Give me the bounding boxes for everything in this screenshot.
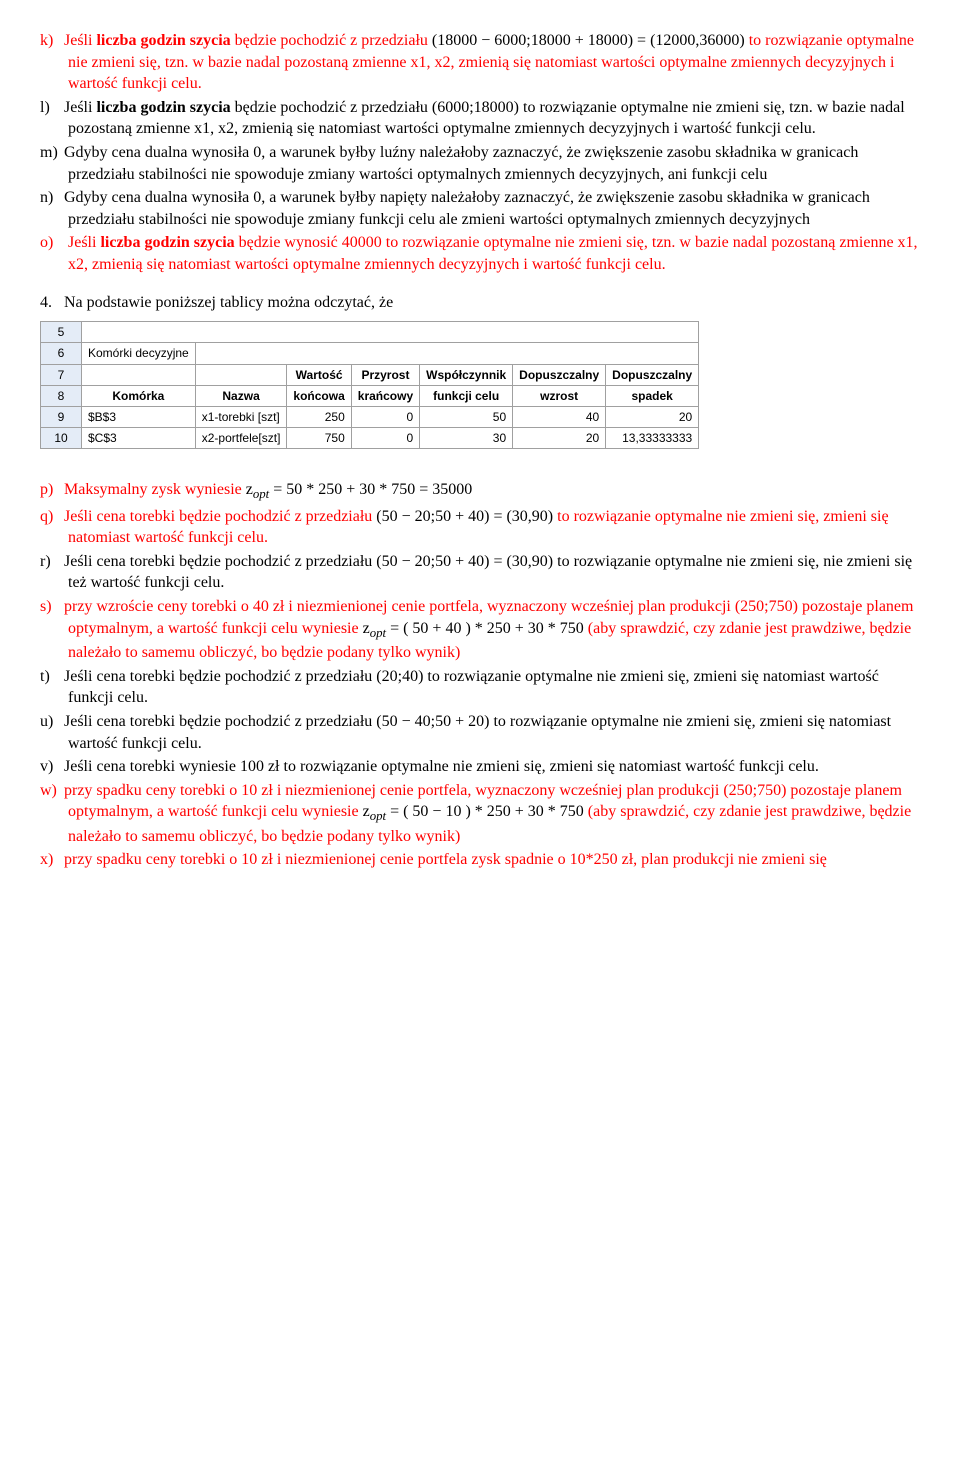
item-n: n)Gdyby cena dualna wynosiła 0, a warune… [40,187,920,230]
marker-4: 4. [40,292,64,314]
rownum-5: 5 [41,322,82,343]
text-r: Jeśli cena torebki będzie pochodzić z pr… [64,553,912,592]
sensitivity-table: 5 6 Komórki decyzyjne 7 Wartość Przyrost… [40,321,920,449]
text-t: Jeśli cena torebki będzie pochodzić z pr… [64,668,879,707]
top-list: k)Jeśli liczba godzin szycia będzie poch… [40,30,920,276]
col-spadek-top: Dopuszczalny [606,364,699,385]
item-s: s)przy wzroście ceny torebki o 40 zł i n… [40,596,920,664]
table-row: 9 $B$3 x1-torebki [szt] 250 0 50 40 20 [41,406,699,427]
item-v: v)Jeśli cena torebki wyniesie 100 zł to … [40,756,920,778]
marker-w: w) [40,780,64,802]
text-n: Gdyby cena dualna wynosiła 0, a warunek … [64,189,870,228]
rownum-10: 10 [41,428,82,449]
item-k: k)Jeśli liczba godzin szycia będzie poch… [40,30,920,95]
rownum-6: 6 [41,343,82,364]
col-wartosc-top: Wartość [287,364,351,385]
bottom-list: p)Maksymalny zysk wyniesie zopt = 50 * 2… [40,479,920,871]
text-v: Jeśli cena torebki wyniesie 100 zł to ro… [64,758,819,775]
marker-k: k) [40,30,64,52]
marker-q: q) [40,506,64,528]
marker-t: t) [40,666,64,688]
rownum-8: 8 [41,385,82,406]
item-p: p)Maksymalny zysk wyniesie zopt = 50 * 2… [40,479,920,503]
text-u: Jeśli cena torebki będzie pochodzić z pr… [64,713,891,752]
text-x: przy spadku ceny torebki o 10 zł i niezm… [64,851,827,868]
marker-o: o) [40,232,64,254]
cell-komorki: Komórki decyzyjne [82,343,196,364]
marker-l: l) [40,97,64,119]
item-x: x)przy spadku ceny torebki o 10 zł i nie… [40,849,920,871]
marker-v: v) [40,756,64,778]
col-wartosc: końcowa [287,385,351,406]
text-s: przy wzroście ceny torebki o 40 zł i nie… [64,598,913,661]
text-p: Maksymalny zysk wyniesie zopt = 50 * 250… [64,481,472,498]
item-w: w)przy spadku ceny torebki o 10 zł i nie… [40,780,920,848]
text-m: Gdyby cena dualna wynosiła 0, a warunek … [64,144,858,183]
col-przyrost-top: Przyrost [351,364,419,385]
col-wsp: funkcji celu [420,385,513,406]
marker-p: p) [40,479,64,501]
col-wsp-top: Współczynnik [420,364,513,385]
marker-s: s) [40,596,64,618]
marker-u: u) [40,711,64,733]
text-o: Jeśli liczba godzin szycia będzie wynosi… [64,234,918,273]
item-4: 4.Na podstawie poniższej tablicy można o… [40,292,920,314]
marker-r: r) [40,551,64,573]
col-przyrost: krańcowy [351,385,419,406]
col-nazwa: Nazwa [195,385,287,406]
rownum-7: 7 [41,364,82,385]
item-q: q)Jeśli cena torebki będzie pochodzić z … [40,506,920,549]
col-wzrost-top: Dopuszczalny [513,364,606,385]
text-q: Jeśli cena torebki będzie pochodzić z pr… [64,508,889,547]
item-m: m)Gdyby cena dualna wynosiła 0, a warune… [40,142,920,185]
col-spadek: spadek [606,385,699,406]
item-r: r)Jeśli cena torebki będzie pochodzić z … [40,551,920,594]
item-l: l)Jeśli liczba godzin szycia będzie poch… [40,97,920,140]
item-t: t)Jeśli cena torebki będzie pochodzić z … [40,666,920,709]
col-komorka: Komórka [82,385,196,406]
text-l: Jeśli liczba godzin szycia będzie pochod… [64,99,905,138]
table-row: 10 $C$3 x2-portfele[szt] 750 0 30 20 13,… [41,428,699,449]
text-w: przy spadku ceny torebki o 10 zł i niezm… [64,782,911,845]
item-o: o) Jeśli liczba godzin szycia będzie wyn… [40,232,920,275]
item-u: u)Jeśli cena torebki będzie pochodzić z … [40,711,920,754]
marker-x: x) [40,849,64,871]
text-k: Jeśli liczba godzin szycia będzie pochod… [64,32,914,92]
marker-n: n) [40,187,64,209]
text-4: Na podstawie poniższej tablicy można odc… [64,294,393,311]
col-wzrost: wzrost [513,385,606,406]
rownum-9: 9 [41,406,82,427]
table: 5 6 Komórki decyzyjne 7 Wartość Przyrost… [40,321,699,449]
marker-m: m) [40,142,64,164]
